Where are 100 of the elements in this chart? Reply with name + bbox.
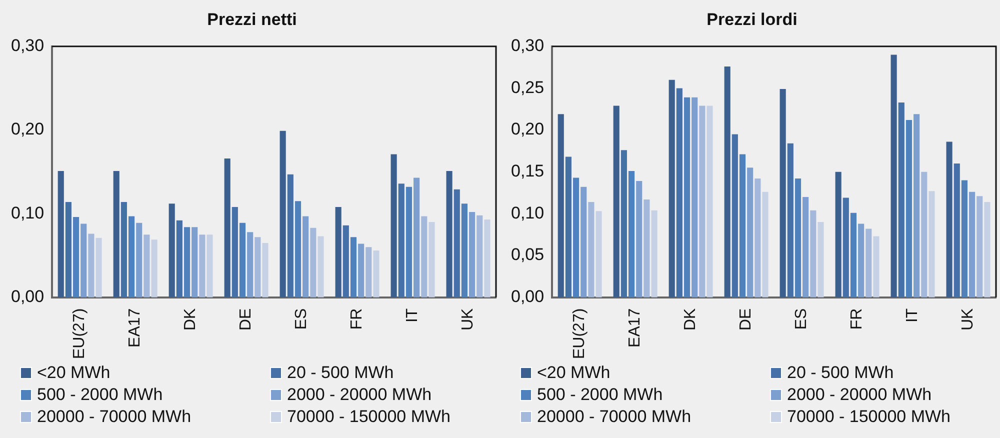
bar — [287, 174, 294, 298]
bar — [739, 154, 746, 298]
bar — [358, 244, 364, 298]
x-tick-label: DK — [182, 308, 200, 331]
x-tick-label: DE — [238, 308, 255, 331]
legend-label: 2000 - 20000 MWh — [287, 384, 432, 406]
bar — [850, 212, 857, 298]
bar — [984, 202, 990, 298]
bar — [628, 171, 635, 298]
y-tick-label: 0,15 — [510, 162, 544, 181]
y-tick-label: 0,25 — [510, 78, 544, 97]
y-tick-label: 0,00 — [10, 287, 44, 306]
bar — [406, 186, 412, 298]
bar — [794, 178, 802, 298]
bar — [350, 237, 357, 298]
bar — [858, 224, 864, 298]
bar — [476, 215, 483, 298]
bar — [428, 222, 435, 298]
legend-label: 500 - 2000 MWh — [537, 384, 663, 406]
bar — [390, 154, 397, 298]
legend-label: 20000 - 70000 MWh — [37, 406, 192, 428]
bar — [946, 142, 952, 298]
bar — [558, 114, 564, 298]
bar — [421, 216, 428, 298]
bar — [954, 163, 960, 298]
bar — [651, 210, 658, 298]
x-tick-label: DK — [682, 308, 700, 331]
bar — [398, 184, 404, 298]
bar — [302, 216, 309, 298]
bar — [65, 202, 72, 298]
bar — [810, 210, 816, 298]
bar — [620, 150, 627, 298]
legend-label: 500 - 2000 MWh — [37, 384, 163, 406]
bar — [573, 178, 580, 298]
bar — [232, 206, 238, 298]
bar — [151, 240, 158, 298]
legend-label: 20 - 500 MWh — [287, 362, 394, 384]
chart-title: Prezzi lordi — [706, 10, 798, 29]
bar — [928, 191, 935, 298]
bar — [247, 232, 254, 298]
legend-label: <20 MWh — [537, 362, 610, 384]
bar — [921, 172, 928, 298]
bar — [469, 212, 476, 298]
bar — [88, 234, 94, 298]
x-tick-label: EU(27) — [571, 308, 588, 360]
bar — [692, 97, 698, 298]
bar — [668, 80, 675, 298]
bar — [818, 222, 824, 298]
bar — [80, 224, 87, 298]
bar — [335, 206, 342, 298]
bar — [184, 227, 190, 298]
bar — [168, 204, 175, 298]
bar — [684, 97, 690, 298]
chart-title: Prezzi netti — [207, 10, 297, 29]
bar — [414, 178, 420, 298]
bar — [787, 143, 794, 298]
x-tick-label: IT — [904, 308, 922, 323]
bar — [898, 102, 904, 298]
y-tick-label: 0,20 — [10, 120, 44, 139]
bar — [318, 236, 324, 298]
legend-label: 2000 - 20000 MWh — [787, 384, 932, 406]
bar — [890, 54, 897, 298]
bar — [176, 220, 182, 298]
bar — [961, 180, 968, 298]
legend-label: 20000 - 70000 MWh — [537, 406, 692, 428]
bar — [873, 236, 880, 298]
bar — [254, 237, 261, 298]
y-tick-label: 0,00 — [510, 287, 544, 306]
bar — [128, 216, 135, 298]
bar — [262, 242, 268, 298]
bar — [120, 202, 127, 298]
bar — [192, 227, 198, 298]
bar — [199, 234, 206, 298]
bar — [724, 66, 730, 298]
bar — [676, 88, 682, 298]
bar — [565, 156, 572, 298]
bar — [280, 130, 286, 298]
bar — [802, 196, 809, 298]
bar — [366, 247, 372, 298]
x-tick-label: ES — [793, 308, 810, 330]
legend-label: 70000 - 150000 MWh — [787, 406, 950, 428]
y-tick-label: 0,10 — [10, 203, 44, 222]
bar — [914, 114, 920, 298]
x-tick-label: ES — [293, 308, 310, 330]
bar — [613, 106, 620, 298]
x-tick-label: UK — [460, 308, 477, 331]
bar — [144, 234, 150, 298]
bar — [113, 171, 120, 298]
x-tick-label: IT — [404, 308, 422, 323]
x-tick-label: FR — [348, 308, 366, 330]
bar — [588, 202, 594, 298]
bar — [866, 228, 872, 298]
bar — [747, 168, 754, 298]
y-tick-label: 0,20 — [510, 120, 544, 139]
x-tick-label: UK — [960, 308, 977, 331]
x-tick-label: FR — [848, 308, 866, 330]
bar — [732, 134, 738, 298]
bar — [754, 178, 761, 298]
bar — [446, 171, 452, 298]
bar — [906, 120, 912, 298]
